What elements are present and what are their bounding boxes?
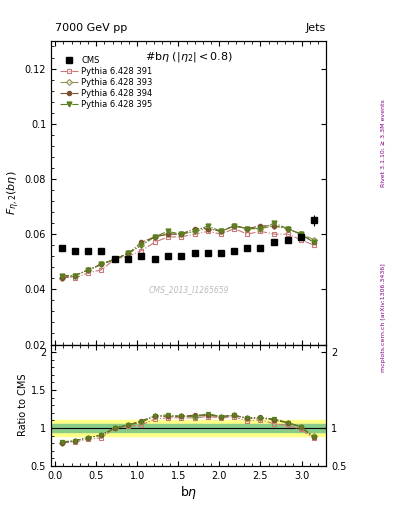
Text: Jets: Jets xyxy=(306,23,326,33)
Text: Rivet 3.1.10; ≥ 3.3M events: Rivet 3.1.10; ≥ 3.3M events xyxy=(381,99,386,187)
Bar xyxy=(51,420,326,436)
Text: mcplots.cern.ch [arXiv:1306.3436]: mcplots.cern.ch [arXiv:1306.3436] xyxy=(381,263,386,372)
Text: CMS_2013_I1265659: CMS_2013_I1265659 xyxy=(149,285,229,294)
Text: 7000 GeV pp: 7000 GeV pp xyxy=(55,23,127,33)
Bar xyxy=(51,424,326,432)
Y-axis label: $F_{\eta,2}(b\eta)$: $F_{\eta,2}(b\eta)$ xyxy=(6,170,22,215)
Y-axis label: Ratio to CMS: Ratio to CMS xyxy=(18,374,28,436)
X-axis label: b$\eta$: b$\eta$ xyxy=(180,483,197,501)
Text: #b$\eta$ ($|\eta_2|<0.8$): #b$\eta$ ($|\eta_2|<0.8$) xyxy=(145,50,233,64)
Legend: CMS, Pythia 6.428 391, Pythia 6.428 393, Pythia 6.428 394, Pythia 6.428 395: CMS, Pythia 6.428 391, Pythia 6.428 393,… xyxy=(58,54,154,111)
